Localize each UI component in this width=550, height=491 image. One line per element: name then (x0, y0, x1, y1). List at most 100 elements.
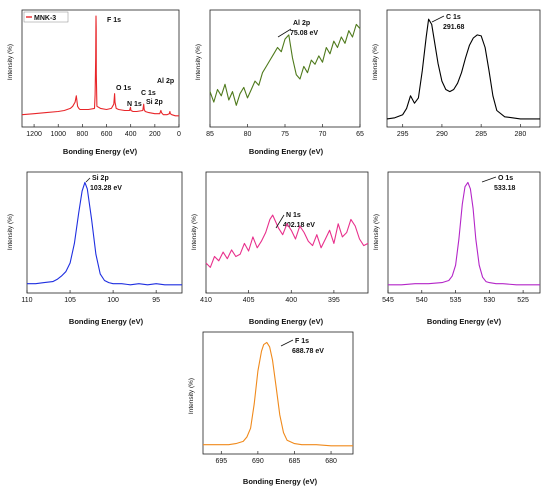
y-axis-label: Intensity (%) (372, 44, 379, 80)
svg-text:Bonding Energy (eV): Bonding Energy (eV) (63, 147, 138, 156)
annotation-arrow (431, 15, 445, 23)
annotation-arrow (277, 28, 292, 38)
series-line-f1s (203, 341, 353, 447)
y-axis-label: Intensity (%) (7, 214, 14, 250)
x-tick-label: 540 (416, 297, 428, 304)
panel-si2p: Intensity (%) Bonding Energy (eV) Si 2p … (7, 171, 183, 326)
x-tick-label: 545 (382, 297, 394, 304)
x-tick-label: 1000 (50, 131, 66, 138)
x-tick-label: 280 (515, 131, 527, 138)
x-tick-label: 110 (21, 297, 32, 304)
annotation-si2p: Si 2p (146, 99, 163, 106)
series-line-si2p (27, 181, 182, 286)
x-axis-label: Bonding Energy (eV) (427, 317, 502, 326)
x-tick-label: 80 (244, 131, 252, 138)
series-line-al2p (209, 23, 361, 106)
plot-frame (21, 9, 180, 128)
plot-frame (202, 331, 354, 455)
annotation-c1s: C 1s (141, 90, 156, 97)
panel-survey: Intensity (%) Bonding Energy (eV) MNK-3 … (7, 9, 181, 156)
y-axis-label: Intensity (%) (188, 378, 195, 414)
x-tick-label: 395 (328, 297, 340, 304)
panel-n1s: Intensity (%) Bonding Energy (eV) N 1s 4… (191, 171, 369, 326)
x-tick-label: 290 (436, 131, 448, 138)
x-tick-label: 685 (289, 458, 301, 465)
panel-c1s: Intensity (%) C 1s 291.68 295 290 285 280 (372, 9, 541, 138)
x-axis-label: Bonding Energy (eV) (69, 317, 144, 326)
al2p-plot: Al 2p 75.08 eV 85 80 75 70 65 (206, 9, 364, 138)
plot-frame (209, 9, 361, 128)
plot-frame (387, 171, 541, 294)
annotation-al2p: Al 2p (157, 78, 174, 85)
n1s-plot: N 1s 402.18 eV 410 405 400 395 (200, 171, 369, 304)
x-tick-label: 100 (107, 297, 119, 304)
annotation-label: O 1s (498, 175, 513, 182)
o1s-plot: O 1s 533.18 545 540 535 530 525 (382, 171, 541, 304)
x-tick-label: 70 (319, 131, 327, 138)
legend-label: MNK-3 (34, 15, 56, 22)
x-tick-label: 530 (483, 297, 495, 304)
x-axis-label: Bonding Energy (eV) (63, 147, 138, 156)
annotation-arrow (481, 176, 497, 183)
annotation-n1s: N 1s (127, 101, 142, 108)
x-tick-label: 105 (64, 297, 76, 304)
annotation-label: Si 2p (92, 175, 109, 182)
panel-o1s: Intensity (%) Bonding Energy (eV) O 1s 5… (373, 171, 541, 326)
annotation-label: C 1s (446, 14, 461, 21)
panel-al2p: Intensity (%) Bonding Energy (eV) Al 2p … (195, 9, 364, 156)
x-tick-label: 65 (356, 131, 364, 138)
series-line-survey (21, 15, 179, 117)
x-tick-label: 400 (125, 131, 137, 138)
annotation-value: 291.68 (443, 24, 465, 31)
plot-frame (205, 171, 369, 294)
x-tick-label: 410 (200, 297, 212, 304)
annotation-value: 103.28 eV (90, 185, 122, 192)
annotation-label: Al 2p (293, 20, 310, 27)
x-tick-label: 405 (243, 297, 255, 304)
y-axis-label: Intensity (%) (373, 214, 380, 250)
x-tick-label: 680 (325, 458, 337, 465)
annotation-value: 402.18 eV (283, 222, 315, 229)
series-line-o1s (388, 181, 540, 286)
f1s-plot: F 1s 688.78 eV 695 690 685 680 (202, 331, 354, 465)
survey-plot: MNK-3 F 1s O 1s N 1s C 1s Si 2p Al 2p 12… (21, 9, 181, 138)
series-line-c1s (386, 18, 540, 120)
panel-f1s: Intensity (%) Bonding Energy (eV) F 1s 6… (188, 331, 354, 486)
x-tick-label: 800 (77, 131, 89, 138)
x-tick-label: 600 (101, 131, 113, 138)
x-tick-label: 0 (177, 131, 181, 138)
y-axis-label: Intensity (%) (195, 44, 202, 80)
c1s-plot: C 1s 291.68 295 290 285 280 (386, 9, 541, 138)
annotation-value: 533.18 (494, 185, 516, 192)
x-tick-label: 295 (397, 131, 409, 138)
annotation-label: N 1s (286, 212, 301, 219)
x-tick-label: 95 (152, 297, 160, 304)
annotation-o1s: O 1s (116, 85, 131, 92)
x-tick-label: 75 (281, 131, 289, 138)
plot-frame (386, 9, 541, 128)
x-axis-label: Bonding Energy (eV) (243, 477, 318, 486)
x-tick-label: 85 (206, 131, 214, 138)
annotation-arrow (85, 177, 91, 183)
si2p-plot: Si 2p 103.28 eV 110 105 100 95 (21, 171, 183, 304)
x-tick-label: 1200 (26, 131, 42, 138)
annotation-arrow (280, 339, 294, 347)
x-axis-label: Bonding Energy (eV) (249, 147, 324, 156)
x-tick-label: 690 (252, 458, 264, 465)
x-tick-label: 400 (285, 297, 297, 304)
x-tick-label: 285 (475, 131, 487, 138)
y-axis-label: Intensity (%) (7, 44, 14, 80)
x-tick-label: 535 (450, 297, 462, 304)
annotation-value: 688.78 eV (292, 348, 324, 355)
x-tick-label: 525 (517, 297, 529, 304)
x-axis-label: Bonding Energy (eV) (249, 317, 324, 326)
annotation-value: 75.08 eV (290, 30, 318, 37)
annotation-f1s: F 1s (107, 17, 121, 24)
annotation-arrow (275, 214, 285, 229)
legend-box (23, 11, 69, 23)
annotation-label: F 1s (295, 338, 309, 345)
plot-frame (26, 171, 183, 294)
y-axis-label: Intensity (%) (191, 214, 198, 250)
x-tick-label: 200 (149, 131, 161, 138)
